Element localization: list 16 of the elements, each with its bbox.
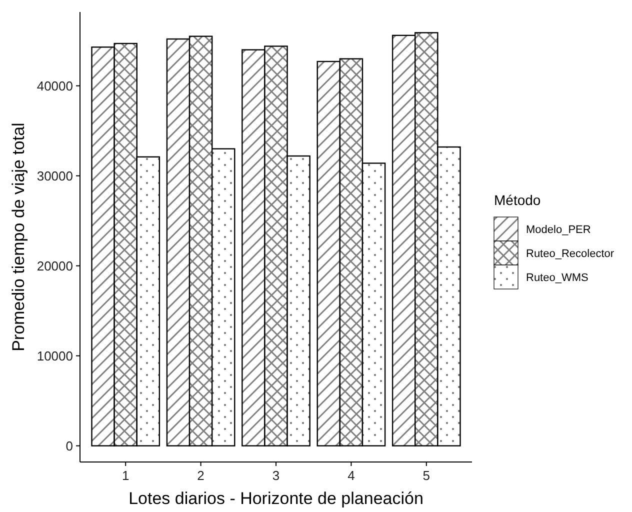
y-tick-label: 20000 — [36, 258, 73, 274]
y-tick-label: 10000 — [36, 348, 73, 364]
x-axis-title: Lotes diarios - Horizonte de planeación — [128, 489, 424, 508]
x-tick-label: 1 — [122, 468, 130, 483]
x-tick-label: 4 — [348, 468, 355, 483]
y-axis-title: Promedio tiempo de viaje total — [9, 122, 28, 352]
y-tick-label: 30000 — [36, 168, 73, 184]
x-tick-label: 3 — [272, 468, 280, 483]
y-tick-label: 40000 — [36, 78, 73, 94]
legend-title: Método — [494, 192, 541, 208]
x-tick-label: 2 — [197, 468, 204, 483]
legend-label: Ruteo_Recolector — [526, 248, 614, 260]
y-tick-label: 0 — [66, 438, 73, 454]
x-tick-label: 5 — [422, 468, 430, 483]
legend-label: Ruteo_WMS — [526, 272, 588, 284]
legend-label: Modelo_PER — [526, 224, 591, 236]
